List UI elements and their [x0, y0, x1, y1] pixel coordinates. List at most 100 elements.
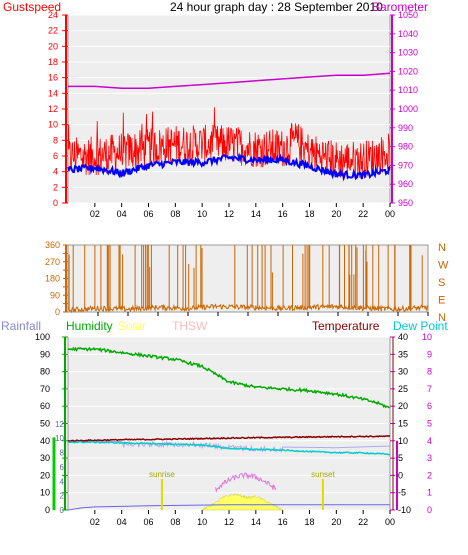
chart3-dewpoint-tick-label: 6 — [427, 401, 432, 411]
chart1-left-tick-label: 0 — [53, 198, 58, 208]
chart1-right-tick-label: 980 — [398, 142, 413, 152]
chart3-x-tick-label: 16 — [278, 517, 288, 527]
chart3-dewpoint-tick-label: 5 — [427, 419, 432, 429]
chart1-x-tick-label: 08 — [170, 209, 180, 219]
chart1-right-tick-label: 1000 — [398, 104, 418, 114]
sunset-label: sunset — [311, 470, 335, 479]
chart1-right-tick-label: 1040 — [398, 29, 418, 39]
chart3-x-tick-label: 08 — [170, 517, 180, 527]
chart3-dewpoint-tick-label: 10 — [422, 332, 432, 342]
chart3-dewpoint-tick-label: 2 — [427, 470, 432, 480]
chart1-left-tick-label: 22 — [48, 26, 58, 36]
chart1-right-tick-label: 1020 — [398, 66, 418, 76]
chart1-x-tick-label: 20 — [331, 209, 341, 219]
chart3-dewpoint-tick-label: 7 — [427, 384, 432, 394]
chart3-humidity-tick-label: 50 — [40, 419, 50, 429]
solar-series-area — [202, 493, 283, 511]
humidity-series-line — [67, 346, 391, 409]
chart3-temperature-tick-label: 25 — [398, 384, 408, 394]
chart3-temperature-tick-label: 0 — [398, 470, 403, 480]
chart3-dewpoint-tick-label: 0 — [427, 505, 432, 515]
windspeed-series-line — [67, 152, 391, 182]
barometer-series-line — [68, 72, 391, 90]
legend-humidity: Humidity — [66, 319, 113, 333]
chart2-left-tick-label: 270 — [45, 257, 60, 267]
graph-title: 24 hour graph day : 28 September 2010 — [170, 0, 383, 14]
chart2-left-tick-label: 0 — [55, 307, 60, 317]
legend-thsw: THSW — [172, 319, 208, 333]
chart3-x-tick-label: 00 — [385, 517, 395, 527]
chart3-x-tick-label: 04 — [117, 517, 127, 527]
chart3-temperature-tick-label: -5 — [398, 488, 406, 498]
chart3-humidity-tick-label: 80 — [40, 367, 50, 377]
chart1-left-tick-label: 12 — [48, 104, 58, 114]
chart1-left-tick-label: 20 — [48, 41, 58, 51]
chart3-rainfall-tick-label: 12 — [55, 420, 64, 429]
chart1-x-tick-label: 02 — [90, 209, 100, 219]
chart3-rainfall-tick-label: 2 — [60, 492, 65, 501]
chart3-humidity-tick-label: 70 — [40, 384, 50, 394]
chart3-x-tick-label: 20 — [331, 517, 341, 527]
chart3-dewpoint-tick-label: 9 — [427, 349, 432, 359]
wind-direction-series-line — [67, 303, 429, 314]
rainfall-series-line — [67, 504, 390, 511]
chart3-humidity-tick-label: 20 — [40, 470, 50, 480]
chart2-plot-area — [67, 244, 429, 313]
chart3-humidity-tick-label: 40 — [40, 436, 50, 446]
chart2-left-tick-label: 180 — [45, 274, 60, 284]
chart3-humidity-tick-label: 30 — [40, 453, 50, 463]
barometer-label: Barometer — [372, 0, 429, 14]
chart3-humidity-tick-label: 10 — [40, 488, 50, 498]
chart3-x-tick-label: 02 — [90, 517, 100, 527]
chart3-dewpoint-tick-label: 1 — [427, 488, 432, 498]
chart2-compass-label: S — [438, 277, 445, 289]
gustspeed-series-line — [67, 107, 391, 178]
chart3-humidity-tick-label: 60 — [40, 401, 50, 411]
chart3-x-tick-label: 18 — [304, 517, 314, 527]
chart3-x-tick-label: 22 — [358, 517, 368, 527]
chart1-x-tick-label: 22 — [358, 209, 368, 219]
gustspeed-label: Gustspeed — [3, 0, 62, 14]
chart1-right-tick-label: 1050 — [398, 10, 418, 20]
chart1-left-tick-label: 14 — [48, 88, 58, 98]
thsw-solar-line — [215, 472, 277, 493]
temperature-series-line — [67, 435, 391, 442]
chart2-compass-label: W — [438, 260, 449, 272]
chart3-rainfall-tick-label: 8 — [60, 449, 65, 458]
chart1-x-tick-label: 00 — [385, 209, 395, 219]
chart1-x-tick-label: 06 — [143, 209, 153, 219]
chart1-left-tick-label: 24 — [48, 10, 58, 20]
chart1-x-tick-label: 18 — [304, 209, 314, 219]
chart1-right-tick-label: 950 — [398, 198, 413, 208]
chart1-x-tick-label: 14 — [251, 209, 261, 219]
chart2-left-tick-label: 360 — [45, 240, 60, 250]
chart3-x-tick-label: 12 — [224, 517, 234, 527]
chart1-left-tick-label: 16 — [48, 73, 58, 83]
chart1-left-tick-label: 18 — [48, 57, 58, 67]
dewpoint-series-line — [67, 440, 391, 456]
chart1-right-tick-label: 1010 — [398, 85, 418, 95]
legend-temperature: Temperature — [312, 319, 380, 333]
chart3-rainfall-tick-label: 6 — [60, 463, 65, 472]
chart2-compass-label: N — [438, 312, 446, 324]
chart1-x-tick-label: 16 — [278, 209, 288, 219]
legend-rainfall: Rainfall — [1, 319, 42, 333]
sunrise-label: sunrise — [149, 470, 175, 479]
chart3-temperature-tick-label: 5 — [398, 453, 403, 463]
chart3-dewpoint-tick-label: 8 — [427, 367, 432, 377]
chart1-right-tick-label: 970 — [398, 160, 413, 170]
legend-solar: Solar — [118, 319, 147, 333]
chart3-rainfall-tick-label: 10 — [55, 434, 64, 443]
chart3-dewpoint-tick-label: 4 — [427, 436, 432, 446]
chart3-temperature-tick-label: 40 — [398, 332, 408, 342]
chart3-temperature-tick-label: 20 — [398, 401, 408, 411]
chart3-x-tick-label: 14 — [251, 517, 261, 527]
chart2-compass-label: N — [438, 242, 446, 254]
chart3-rainfall-tick-label: 0 — [60, 506, 65, 515]
chart1-right-tick-label: 990 — [398, 123, 413, 133]
chart1-left-tick-label: 6 — [53, 151, 58, 161]
chart3-temperature-tick-label: 15 — [398, 419, 408, 429]
chart1-right-tick-label: 1030 — [398, 48, 418, 58]
